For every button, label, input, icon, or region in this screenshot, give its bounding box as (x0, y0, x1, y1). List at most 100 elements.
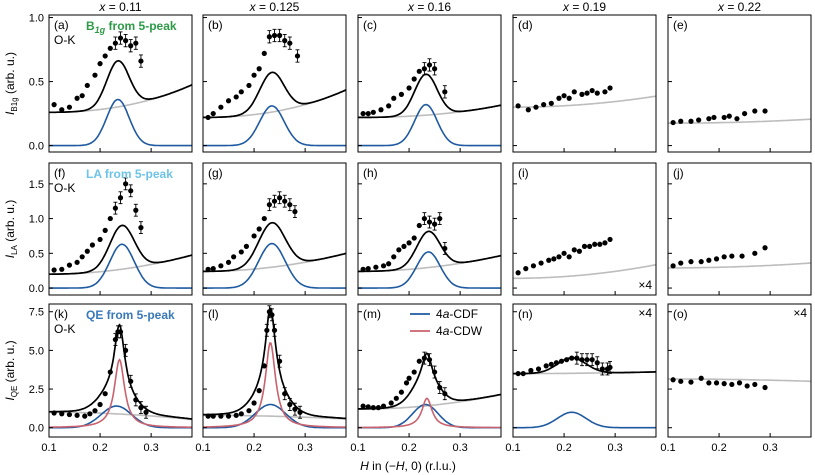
data-point (102, 391, 108, 397)
data-point (721, 114, 727, 121)
column-title-value: = 0.22 (724, 0, 761, 14)
cdf-peak-curve (358, 103, 501, 147)
data-point (282, 198, 288, 204)
total-fit-curve (203, 221, 346, 273)
data-point (386, 261, 392, 267)
data-point (79, 254, 85, 260)
panel-j: (j) (667, 162, 812, 296)
data-point (238, 249, 244, 255)
data-point (411, 369, 417, 375)
data-point (571, 247, 577, 253)
data-point (670, 119, 676, 126)
data-point (706, 257, 712, 263)
data-point (277, 195, 283, 201)
data-point (277, 32, 283, 39)
panel-frame (357, 14, 502, 153)
background-curve (203, 89, 346, 119)
data-point (277, 358, 283, 364)
column-title: x = 0.16 (407, 0, 451, 14)
data-point (370, 405, 376, 411)
data-point (523, 266, 529, 272)
data-point (261, 215, 267, 222)
panel-frame (202, 162, 347, 296)
data-point (360, 266, 366, 272)
y-axis-subscript: B1g (10, 97, 19, 111)
background-curve (668, 262, 811, 269)
x-tick-label: 0.3 (297, 442, 312, 454)
data-point (437, 384, 443, 391)
data-point (584, 90, 590, 96)
panel-frame (48, 303, 193, 438)
data-point (51, 267, 57, 273)
data-point (287, 202, 293, 208)
data-point (287, 401, 293, 408)
data-point (97, 61, 103, 67)
column-title: x = 0.125 (249, 0, 300, 14)
data-point (269, 312, 275, 318)
data-point (205, 266, 211, 272)
panel-b: (b) (202, 14, 347, 153)
panel-d: (d) (512, 14, 657, 153)
panel-label: (g) (208, 166, 223, 180)
panel-frame (202, 303, 347, 438)
data-point (246, 408, 252, 414)
data-point (128, 43, 134, 49)
data-point (266, 202, 272, 208)
x-tick-label: 0.1 (505, 442, 520, 454)
data-point (398, 389, 405, 395)
data-point (696, 117, 702, 123)
y-axis-title: ILA (arb. u.) (3, 200, 19, 259)
data-point (421, 355, 427, 361)
data-point (564, 357, 570, 363)
data-point (133, 40, 139, 46)
y-tick-label: 7.5 (29, 307, 44, 319)
column-title-var: x (98, 0, 106, 14)
data-point (525, 107, 531, 113)
panel-l: 0.1 0.2 0.3 (l) (195, 303, 347, 454)
panel-frame (357, 303, 502, 438)
total-fit-curve (49, 323, 192, 420)
data-point (225, 413, 232, 419)
data-point (442, 245, 448, 252)
data-point (416, 68, 422, 74)
column-title: x = 0.11 (98, 0, 141, 14)
data-point (432, 66, 438, 72)
legend-label: 4a-CDW (436, 324, 483, 338)
data-point (698, 375, 704, 381)
plot-area (203, 191, 346, 289)
plot-area (203, 305, 346, 429)
column-title-value: = 0.19 (569, 0, 606, 14)
data-point (426, 219, 433, 225)
data-point (74, 412, 80, 418)
panel-e: (e) (667, 14, 812, 153)
data-point (59, 107, 65, 113)
panel-label: (b) (208, 18, 223, 32)
data-point (602, 89, 608, 95)
data-point (59, 411, 65, 417)
y-axis-symbol: I (3, 397, 17, 401)
x-tick-label: 0.2 (246, 442, 261, 454)
data-point (726, 113, 732, 119)
panel-frame (512, 162, 657, 296)
row-title-main: QE from 5-peak (86, 308, 175, 322)
data-point (128, 378, 134, 384)
data-point (607, 236, 613, 243)
data-point (123, 181, 129, 187)
data-point (558, 358, 565, 364)
data-point (556, 254, 562, 260)
data-point (292, 209, 298, 215)
legend-label-num: 4 (436, 307, 443, 321)
plot-area (513, 236, 656, 280)
data-point (553, 360, 560, 366)
data-point (380, 403, 387, 409)
y-tick-label: 1.0 (29, 13, 44, 25)
legend-label-rest: -CDF (449, 307, 478, 321)
plot-area (668, 375, 811, 391)
data-point (403, 380, 410, 386)
data-point (736, 380, 743, 386)
data-point (678, 260, 684, 266)
panel-frame (357, 162, 502, 296)
data-point (102, 227, 108, 233)
